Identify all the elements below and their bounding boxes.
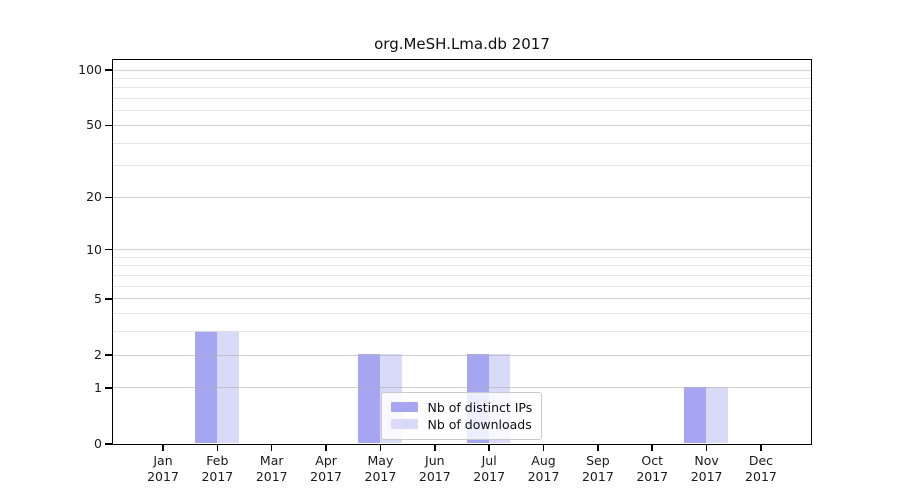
x-tick-label: May 2017 — [364, 453, 397, 484]
minor-gridline — [112, 110, 811, 112]
y-axis-tick — [105, 69, 112, 71]
legend-row: Nb of distinct IPs — [390, 399, 533, 415]
x-tick-label: Dec 2017 — [745, 453, 777, 484]
y-tick-label: 20 — [86, 189, 102, 205]
x-axis-tick — [488, 445, 490, 451]
x-axis-tick — [379, 445, 382, 451]
y-tick-label: 2 — [94, 346, 102, 362]
y-axis-tick — [105, 196, 112, 199]
y-axis-tick — [105, 124, 112, 127]
major-gridline — [112, 69, 811, 71]
y-tick-label: 1 — [94, 379, 102, 395]
x-tick-label: Oct 2017 — [636, 453, 669, 484]
x-tick-label: Jan 2017 — [147, 453, 179, 484]
minor-gridline — [112, 313, 811, 315]
minor-gridline — [112, 256, 811, 258]
x-tick-label: Feb 2017 — [201, 453, 234, 484]
legend-swatch-distinct-ips — [390, 402, 418, 412]
minor-gridline — [112, 265, 811, 267]
x-tick-label: Jul 2017 — [473, 453, 506, 484]
major-gridline — [112, 124, 811, 126]
x-axis-tick — [760, 445, 762, 451]
minor-gridline — [112, 285, 811, 287]
minor-gridline — [112, 87, 811, 89]
gridlines-layer — [112, 60, 811, 444]
major-gridline — [112, 387, 811, 389]
y-tick-label: 10 — [86, 241, 102, 257]
minor-gridline — [112, 331, 811, 333]
major-gridline — [112, 354, 811, 356]
x-tick-label: Nov 2017 — [690, 453, 723, 484]
minor-gridline — [112, 275, 811, 276]
chart-title: org.MeSH.Lma.db 2017 — [374, 35, 550, 53]
x-tick-label: Mar 2017 — [255, 453, 288, 484]
y-axis-tick — [105, 248, 112, 251]
x-axis-tick — [325, 445, 327, 451]
x-axis-tick — [270, 445, 273, 451]
x-axis-tick — [597, 445, 599, 451]
minor-gridline — [112, 165, 811, 167]
y-axis-tick — [105, 443, 112, 445]
x-axis-tick — [651, 445, 653, 451]
y-axis-tick — [105, 354, 112, 356]
major-gridline — [112, 249, 811, 251]
major-gridline — [112, 196, 811, 198]
minor-gridline — [112, 98, 811, 100]
y-tick-label: 50 — [86, 117, 102, 133]
bar-downloads — [706, 387, 728, 444]
minor-gridline — [112, 142, 811, 144]
y-tick-label: 100 — [78, 62, 102, 77]
x-axis-tick — [434, 445, 436, 451]
x-tick-label: Sep 2017 — [581, 453, 614, 484]
legend-row: Nb of downloads — [390, 416, 533, 432]
y-tick-label: 0 — [94, 436, 102, 451]
bar-distinct-ips — [684, 387, 707, 444]
minor-gridline — [112, 77, 811, 79]
legend: Nb of distinct IPs Nb of downloads — [380, 391, 543, 440]
x-axis-tick — [542, 445, 545, 451]
plot-area: Nb of distinct IPs Nb of downloads — [111, 58, 812, 445]
x-axis-tick — [216, 445, 219, 451]
legend-swatch-downloads — [390, 419, 418, 429]
x-tick-label: Aug 2017 — [527, 453, 560, 484]
y-axis-tick — [105, 387, 112, 389]
x-tick-label: Jun 2017 — [418, 453, 451, 484]
y-tick-label: 5 — [94, 290, 102, 306]
y-axis-tick — [105, 298, 112, 300]
bar-distinct-ips — [358, 354, 380, 444]
x-axis-tick — [705, 445, 708, 451]
legend-label: Nb of downloads — [427, 416, 532, 432]
x-tick-label: Apr 2017 — [310, 453, 342, 484]
major-gridline — [112, 298, 811, 300]
x-axis-tick — [162, 445, 164, 451]
legend-label: Nb of distinct IPs — [427, 399, 533, 415]
